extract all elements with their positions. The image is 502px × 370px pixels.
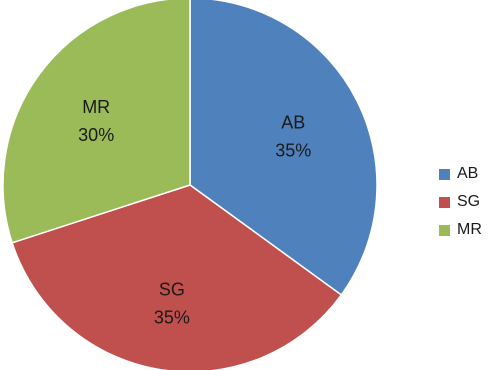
legend-item-sg: SG (439, 188, 499, 216)
slice-category-label: SG (159, 280, 185, 300)
pie-slice-mr (2, 0, 191, 244)
legend-swatch-sg (439, 196, 450, 208)
data-label-sg: SG 35% (154, 280, 190, 328)
legend-label-sg: SG (457, 193, 481, 210)
legend-swatch-mr (439, 224, 450, 236)
legend-item-ab: AB (439, 160, 499, 188)
legend-swatch-ab (439, 168, 450, 180)
slice-percent-label: 35% (154, 308, 190, 328)
slice-category-label: AB (281, 112, 305, 132)
legend-item-mr: MR (439, 216, 499, 244)
legend: AB SG MR (439, 160, 499, 244)
slice-percent-label: 35% (275, 140, 311, 160)
data-label-mr: MR 30% (78, 97, 114, 145)
legend-label-mr: MR (457, 221, 482, 238)
slice-percent-label: 30% (78, 125, 114, 145)
legend-label-ab: AB (457, 165, 479, 182)
pie-slice-ab (189, 0, 378, 296)
data-label-ab: AB 35% (275, 112, 311, 160)
slice-category-label: MR (82, 97, 110, 117)
